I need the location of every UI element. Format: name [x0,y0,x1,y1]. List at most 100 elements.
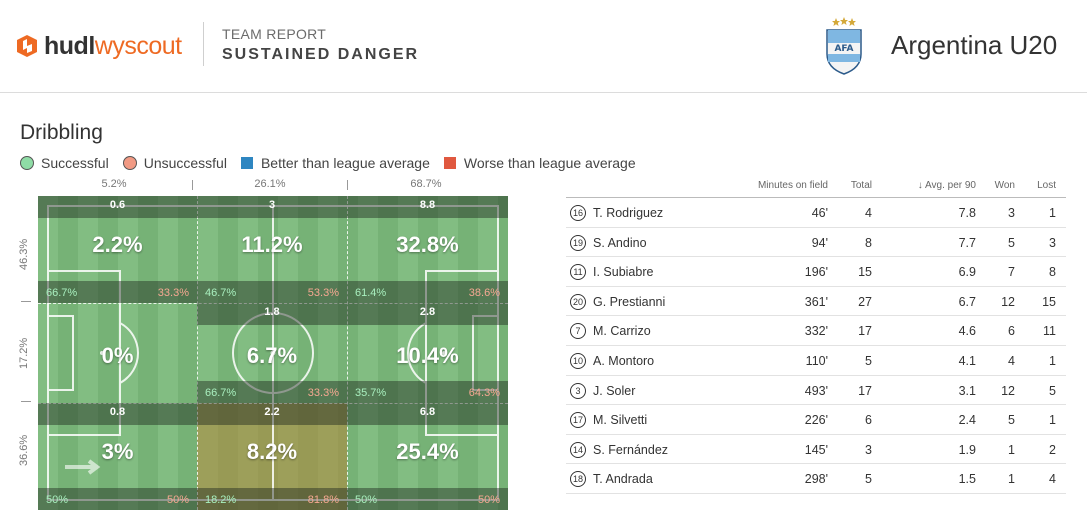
table-row[interactable]: 3 J. Soler 493' 17 3.1 12 5 [566,376,1066,406]
zone-split-band: 66.7% 33.3% [38,281,197,303]
pitch-markings [38,196,508,510]
brand-hudl: hudl [44,31,95,60]
player-name[interactable]: M. Carrizo [593,324,651,339]
pitch-zone: 2.8 10.4% 35.7% 64.3% [347,303,508,403]
column-tick [192,180,193,190]
zone-successful-share: 35.7% [355,387,387,399]
zone-percentage: 8.2% [246,439,298,464]
header-divider [203,22,204,66]
player-name[interactable]: T. Rodriguez [593,206,664,220]
table-row[interactable]: 16 T. Rodriguez 46' 4 7.8 3 1 [566,198,1066,228]
row-share-bottom: 36.6% [18,434,30,466]
zone-split-band: 35.7% 64.3% [347,381,508,403]
cell-won: 12 [1001,383,1015,398]
zone-count-band: 2.2 [197,403,347,425]
zone-count: 1.8 [264,306,280,318]
player-name[interactable]: G. Prestianni [593,294,666,309]
cell-minutes: 332' [804,324,828,339]
table-header: Minutes on field Total ↓ Avg. per 90 Won… [566,176,1066,198]
cell-avg-per-90: 7.7 [958,235,976,250]
zone-count-band: 0.8 [38,403,197,425]
cell-total: 27 [858,294,872,309]
zone-count-band: 3 [197,196,347,218]
zone-successful-share: 61.4% [355,287,387,299]
dribbling-pitch: 0.6 2.2% 66.7% 33.3% 3 11.2% 46.7% 53.3% 8.8 32.8… [38,196,508,510]
zone-count: 8.8 [419,199,436,211]
section-title: Dribbling [20,121,103,144]
report-kicker: TEAM REPORT [222,26,327,42]
zone-successful-share: 50% [355,494,378,506]
zone-percentage: 25.4% [396,439,459,464]
cell-avg-per-90: 1.9 [958,442,976,457]
table-row[interactable]: 7 M. Carrizo 332' 17 4.6 6 11 [566,316,1066,346]
header-total[interactable]: Total [850,180,872,191]
jersey-number-badge: 11 [570,264,586,281]
header-won[interactable]: Won [994,180,1015,191]
cell-lost: 1 [1049,413,1056,428]
zone-split-band: 61.4% 38.6% [347,281,508,303]
pitch-zone: 1.8 6.7% 66.7% 33.3% [197,303,347,403]
cell-minutes: 361' [804,294,828,309]
column-share-middle: 26.1% [254,178,286,190]
table-row[interactable]: 11 I. Subiabre 196' 15 6.9 7 8 [566,257,1066,287]
zone-unsuccessful-share: 38.6% [468,287,500,299]
jersey-number-badge: 17 [570,412,586,429]
zone-count: 2.8 [419,306,436,318]
cell-total: 5 [865,472,872,487]
table-row[interactable]: 17 M. Silvetti 226' 6 2.4 5 1 [566,405,1066,435]
player-name[interactable]: M. Silvetti [593,413,648,428]
cell-minutes: 46' [811,206,828,220]
table-row[interactable]: 20 G. Prestianni 361' 27 6.7 12 15 [566,287,1066,317]
cell-won: 5 [1008,413,1015,428]
player-name[interactable]: J. Soler [593,383,636,398]
pitch-zone: 0.8 3% 50% 50% [38,403,197,510]
better-square-icon [240,157,253,169]
afa-crest-icon: AFA [826,17,862,75]
zone-unsuccessful-share: 81.8% [307,494,339,506]
player-name[interactable]: S. Andino [593,235,647,250]
zone-percentage: 32.8% [396,232,459,257]
table-row[interactable]: 18 T. Andrada 298' 5 1.5 1 4 [566,464,1066,494]
zone-count: 2.2 [264,406,280,418]
zone-count-band: 0.6 [38,196,197,218]
zone-count-band: 2.8 [347,303,508,325]
player-name[interactable]: T. Andrada [593,472,653,487]
zone-percentage: 6.7% [246,343,298,368]
zone-count: 3 [268,199,276,211]
zone-unsuccessful-share: 64.3% [468,387,500,399]
cell-won: 7 [1008,265,1015,280]
header-avg-per-90[interactable]: ↓ Avg. per 90 [917,180,976,191]
cell-total: 17 [858,324,872,339]
player-dribbling-table: Minutes on field Total ↓ Avg. per 90 Won… [566,176,1066,494]
cell-avg-per-90: 3.1 [958,383,976,398]
player-name[interactable]: S. Fernández [593,442,669,457]
zone-percentage: 10.4% [396,343,459,368]
cell-avg-per-90: 2.4 [958,413,976,428]
pitch-zone: 0% [38,303,197,403]
report-header: hudl wyscout TEAM REPORT SUSTAINED DANGE… [0,0,1087,93]
cell-lost: 11 [1043,324,1056,339]
cell-lost: 1 [1049,353,1056,368]
cell-minutes: 226' [804,413,828,428]
pitch-zone: 8.8 32.8% 61.4% 38.6% [347,196,508,303]
player-name[interactable]: A. Montoro [593,353,655,368]
table-row[interactable]: 10 A. Montoro 110' 5 4.1 4 1 [566,346,1066,376]
cell-won: 6 [1008,324,1015,339]
cell-total: 15 [858,265,872,280]
legend-unsuccessful-label: Unsuccessful [143,155,227,171]
row-tick [21,301,31,302]
header-lost[interactable]: Lost [1037,180,1056,191]
cell-won: 1 [1008,472,1015,487]
player-name[interactable]: I. Subiabre [593,265,654,280]
cell-avg-per-90: 1.5 [958,472,976,487]
hudl-wyscout-logo: hudl wyscout [14,30,182,62]
zone-successful-share: 18.2% [205,494,237,506]
table-row[interactable]: 19 S. Andino 94' 8 7.7 5 3 [566,228,1066,258]
zone-divider-horizontal [38,303,508,304]
zone-unsuccessful-share: 50% [166,494,189,506]
cell-lost: 8 [1049,265,1056,280]
zone-percentage: 2.2% [92,232,143,257]
table-row[interactable]: 14 S. Fernández 145' 3 1.9 1 2 [566,435,1066,465]
column-share-left: 5.2% [101,178,127,190]
header-minutes[interactable]: Minutes on field [757,180,828,191]
